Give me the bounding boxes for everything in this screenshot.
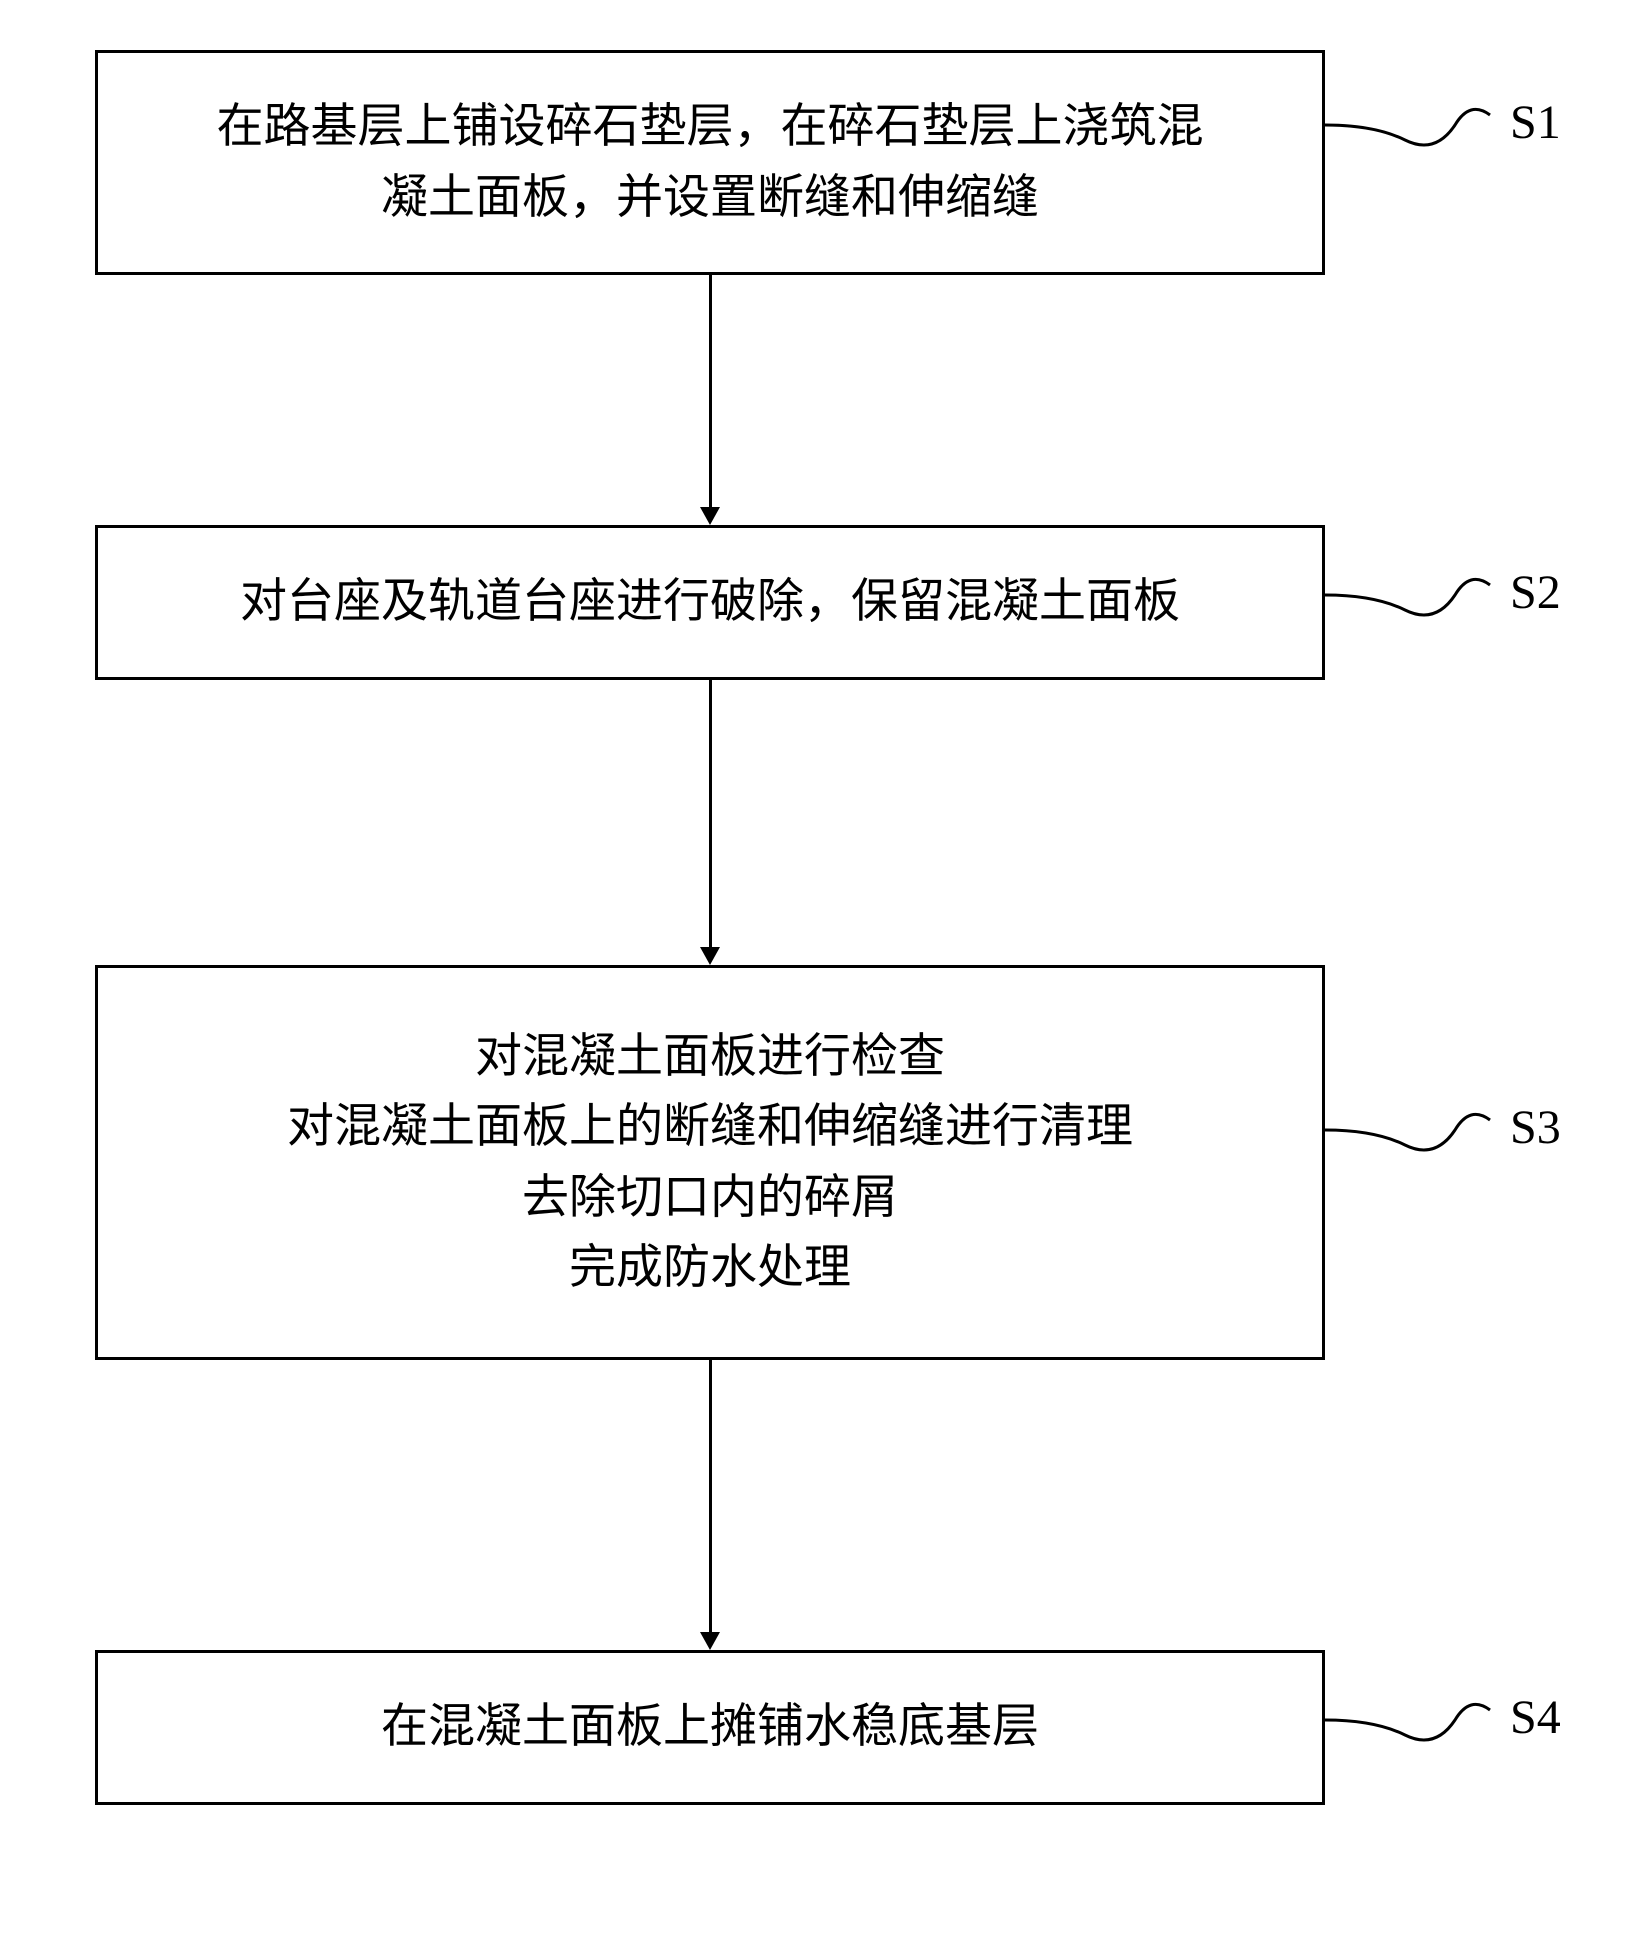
step-text-line: 对混凝土面板进行检查 [475,1022,945,1093]
step-label-s1: S1 [1510,95,1561,150]
step-box-s1: 在路基层上铺设碎石垫层，在碎石垫层上浇筑混 凝土面板，并设置断缝和伸缩缝 [95,50,1325,275]
step-text-line: 在路基层上铺设碎石垫层，在碎石垫层上浇筑混 [217,92,1204,163]
arrow-head-icon [700,1632,720,1650]
step-box-s2: 对台座及轨道台座进行破除，保留混凝土面板 [95,525,1325,680]
connector-curve-s2 [1325,555,1500,635]
step-box-s3: 对混凝土面板进行检查 对混凝土面板上的断缝和伸缩缝进行清理 去除切口内的碎屑 完… [95,965,1325,1360]
step-text-line: 完成防水处理 [569,1233,851,1304]
step-label-s3: S3 [1510,1100,1561,1155]
arrow-line [709,275,712,507]
flowchart-container: 在路基层上铺设碎石垫层，在碎石垫层上浇筑混 凝土面板，并设置断缝和伸缩缝 S1 … [0,0,1639,1938]
step-text-line: 对混凝土面板上的断缝和伸缩缝进行清理 [287,1092,1133,1163]
arrow-head-icon [700,507,720,525]
connector-curve-s3 [1325,1090,1500,1170]
connector-curve-s1 [1325,85,1500,165]
step-text-line: 对台座及轨道台座进行破除，保留混凝土面板 [240,567,1180,638]
arrow-head-icon [700,947,720,965]
step-text-line: 在混凝土面板上摊铺水稳底基层 [381,1692,1039,1763]
step-label-s4: S4 [1510,1690,1561,1745]
step-text-line: 去除切口内的碎屑 [522,1163,898,1234]
step-box-s4: 在混凝土面板上摊铺水稳底基层 [95,1650,1325,1805]
arrow-line [709,680,712,947]
step-label-s2: S2 [1510,565,1561,620]
connector-curve-s4 [1325,1680,1500,1760]
step-text-line: 凝土面板，并设置断缝和伸缩缝 [381,163,1039,234]
arrow-line [709,1360,712,1632]
